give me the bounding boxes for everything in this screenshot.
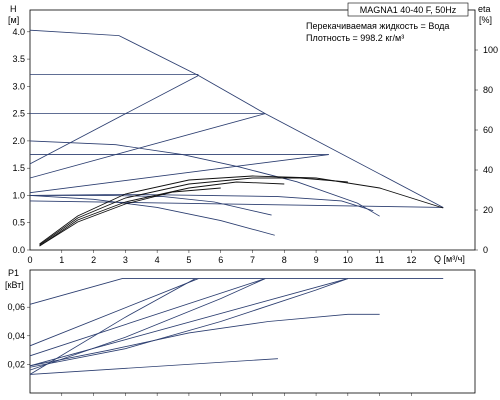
x-tick-label: 1 <box>59 255 64 265</box>
y2-tick-label: 0 <box>483 245 488 255</box>
bottom-plot-frame <box>29 269 476 394</box>
head-curve-10 <box>29 154 329 194</box>
efficiency-curve-3 <box>39 187 221 247</box>
y-axis-label-head: H <box>10 4 17 14</box>
power-curve-4 <box>29 313 380 367</box>
y-axis-label-power: P1 <box>8 268 19 278</box>
bottom-y-tick-label: 0,02 <box>7 359 25 369</box>
y-tick-label: 0.0 <box>12 245 25 255</box>
y-tick-label: 1.0 <box>12 190 25 200</box>
top-tick-labels: 0 1 2 3 4 5 6 7 8 9 10 11 120.00.51.01.52.02.53.03.5… <box>12 27 498 265</box>
head-curve-9 <box>29 113 266 179</box>
x-tick-label: 0 <box>27 255 32 265</box>
head-curve-11 <box>29 200 444 208</box>
x-tick-label: 3 <box>123 255 128 265</box>
y2-axis-unit-eta: [%] <box>479 15 492 25</box>
efficiency-curve-2 <box>39 181 285 247</box>
power-curve-1 <box>29 278 199 347</box>
chart-title: MAGNA1 40-40 F, 50Hz <box>360 5 457 15</box>
head-curve-4 <box>29 140 380 217</box>
y-tick-label: 0.5 <box>12 218 25 228</box>
y-tick-label: 3.0 <box>12 81 25 91</box>
efficiency-curve-1 <box>39 177 348 246</box>
y2-tick-label: 20 <box>483 205 493 215</box>
x-tick-label: 5 <box>186 255 191 265</box>
head-curves <box>29 29 444 236</box>
x-tick-label: 6 <box>218 255 223 265</box>
power-curve-8 <box>29 278 349 368</box>
efficiency-curve-0 <box>39 175 444 245</box>
top-plot-frame <box>29 9 476 251</box>
y-tick-label: 3.5 <box>12 54 25 64</box>
power-curve-2 <box>29 278 266 357</box>
annotation-density: Плотность = 998.2 кг/м³ <box>306 33 404 43</box>
y2-tick-label: 80 <box>483 85 493 95</box>
y-axis-unit-head: [м] <box>8 15 19 25</box>
bottom-tick-labels: 0,02 0,04 0,06 <box>7 302 25 369</box>
top-grid <box>27 31 478 253</box>
bottom-y-tick-label: 0,04 <box>7 331 25 341</box>
x-tick-label: 11 <box>375 255 384 265</box>
x-tick-label: 12 <box>406 255 416 265</box>
power-curve-5 <box>29 358 278 375</box>
x-axis-label: Q [м³/ч] <box>434 254 465 264</box>
power-curve-6 <box>29 278 196 375</box>
y-tick-label: 4.0 <box>12 27 25 37</box>
efficiency-curves <box>39 175 444 247</box>
x-tick-label: 4 <box>155 255 160 265</box>
y-tick-label: 1.5 <box>12 163 25 173</box>
y2-tick-label: 60 <box>483 125 493 135</box>
title-box <box>347 2 469 17</box>
power-plot: 0,02 0,04 0,06 P1 [кВт] <box>5 268 476 396</box>
annotation-fluid: Перекачиваемая жидкость = Вода <box>306 21 449 31</box>
y2-axis-label-eta: eta <box>478 4 491 14</box>
x-tick-label: 8 <box>282 255 287 265</box>
y2-tick-label: 40 <box>483 165 493 175</box>
y-tick-label: 2.5 <box>12 109 25 119</box>
y-tick-label: 2.0 <box>12 136 25 146</box>
y2-tick-label: 100 <box>483 45 498 55</box>
bottom-y-tick-label: 0,06 <box>7 302 25 312</box>
head-efficiency-plot: 0 1 2 3 4 5 6 7 8 9 10 11 120.00.51.01.52.02.53.03.5… <box>8 2 498 265</box>
head-curve-5 <box>29 193 374 212</box>
x-tick-label: 2 <box>91 255 96 265</box>
power-curve-3 <box>29 278 348 367</box>
power-curve-7 <box>29 278 266 371</box>
power-curves <box>29 278 444 375</box>
head-curve-0 <box>29 29 444 208</box>
x-tick-label: 9 <box>314 255 319 265</box>
head-curve-6 <box>29 195 275 236</box>
bottom-grid <box>27 306 412 396</box>
y-axis-unit-power: [кВт] <box>5 280 24 290</box>
power-curve-0 <box>29 278 444 305</box>
head-curve-7 <box>30 195 272 216</box>
x-tick-label: 7 <box>250 255 255 265</box>
x-tick-label: 10 <box>343 255 353 265</box>
head-curve-8 <box>29 75 199 165</box>
